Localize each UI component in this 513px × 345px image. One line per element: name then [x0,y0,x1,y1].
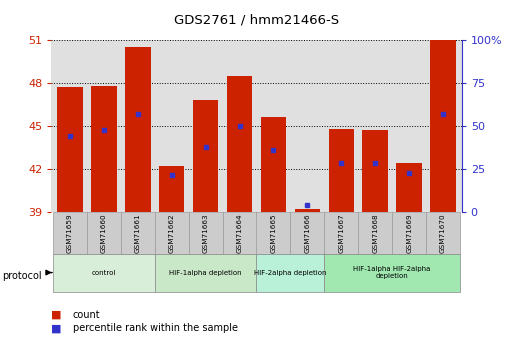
Bar [358,212,392,254]
Text: protocol: protocol [3,271,42,281]
Bar [328,129,354,212]
Bar [57,87,83,212]
Text: GSM71660: GSM71660 [101,213,107,253]
Bar [87,212,121,254]
Text: GSM71665: GSM71665 [270,213,277,253]
Bar [193,100,219,212]
Bar [91,86,116,212]
Bar [324,212,358,254]
Bar [261,117,286,212]
Bar [121,212,155,254]
Bar [324,254,460,292]
Bar [426,212,460,254]
Bar [256,254,324,292]
Text: GSM71659: GSM71659 [67,213,73,253]
Text: GSM71670: GSM71670 [440,213,446,253]
Bar [392,212,426,254]
Text: control: control [92,269,116,276]
Bar [397,163,422,212]
Bar [227,76,252,212]
Text: count: count [73,310,101,319]
Text: GSM71669: GSM71669 [406,213,412,253]
Bar [430,40,456,212]
Bar [363,130,388,212]
Text: GDS2761 / hmm21466-S: GDS2761 / hmm21466-S [174,14,339,27]
Text: ■: ■ [51,310,62,319]
Bar [189,212,223,254]
Text: percentile rank within the sample: percentile rank within the sample [73,324,238,333]
Bar [155,254,256,292]
Bar [53,254,155,292]
Text: HIF-1alpha depletion: HIF-1alpha depletion [169,269,242,276]
Text: GSM71662: GSM71662 [169,213,175,253]
Bar [223,212,256,254]
Bar [53,212,87,254]
Text: GSM71666: GSM71666 [304,213,310,253]
Text: GSM71661: GSM71661 [135,213,141,253]
Bar [294,209,320,212]
Bar [155,212,189,254]
Bar [125,47,150,212]
Bar [290,212,324,254]
Text: GSM71664: GSM71664 [236,213,243,253]
Text: GSM71667: GSM71667 [338,213,344,253]
Text: ■: ■ [51,324,62,333]
Text: GSM71663: GSM71663 [203,213,209,253]
Text: HIF-2alpha depletion: HIF-2alpha depletion [254,269,327,276]
Text: GSM71668: GSM71668 [372,213,378,253]
Bar [159,166,185,212]
Text: HIF-1alpha HIF-2alpha
depletion: HIF-1alpha HIF-2alpha depletion [353,266,431,279]
Bar [256,212,290,254]
